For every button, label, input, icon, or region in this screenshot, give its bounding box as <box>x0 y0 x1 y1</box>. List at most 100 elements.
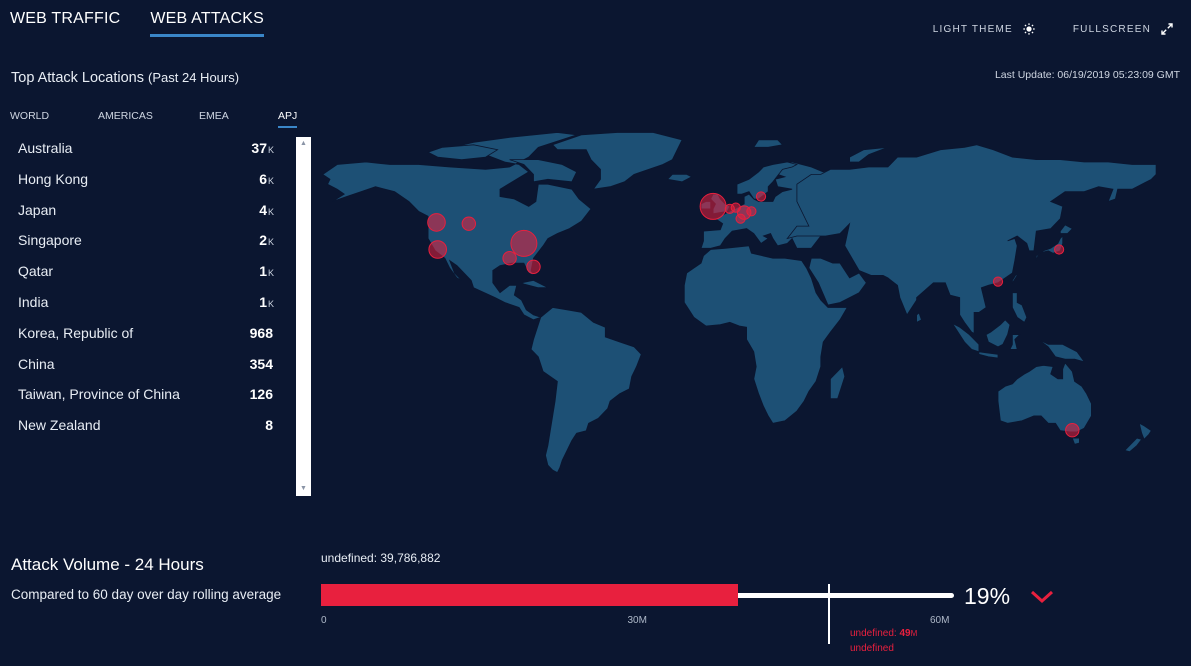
location-count-value: 37 <box>251 140 267 156</box>
attack-marker[interactable] <box>1054 244 1065 255</box>
land-borneo <box>985 319 1011 348</box>
location-row[interactable]: New Zealand 8 <box>18 417 274 448</box>
location-row[interactable]: Singapore 2K <box>18 232 274 263</box>
location-name: Hong Kong <box>18 170 89 187</box>
fullscreen-button[interactable]: FULLSCREEN <box>1073 23 1173 35</box>
last-update: Last Update: 06/19/2019 05:23:09 GMT <box>994 69 1180 81</box>
location-row[interactable]: Korea, Republic of 968 <box>18 325 274 356</box>
land-baffin <box>509 159 578 183</box>
location-name: New Zealand <box>18 417 101 434</box>
location-count-unit: K <box>267 175 274 186</box>
attack-marker[interactable] <box>502 251 517 266</box>
land-cuba <box>520 279 549 289</box>
tab-web-traffic[interactable]: WEB TRAFFIC <box>10 10 121 27</box>
location-count: 1K <box>259 263 274 279</box>
location-row[interactable]: China 354 <box>18 356 274 387</box>
land-africa <box>683 245 848 424</box>
location-row[interactable]: Hong Kong 6K <box>18 171 274 202</box>
location-count-value: 4 <box>259 201 267 218</box>
average-value: 49 <box>899 628 911 639</box>
land-asia <box>786 144 1157 334</box>
chevron-down-icon <box>1030 590 1054 604</box>
attack-marker[interactable] <box>427 213 446 232</box>
land-sri-lanka <box>916 312 922 323</box>
attack-marker[interactable] <box>1065 423 1080 438</box>
region-tab-world[interactable]: WORLD <box>10 110 50 122</box>
attack-marker[interactable] <box>699 192 727 220</box>
location-count-value: 1 <box>259 293 267 310</box>
region-tab-americas[interactable]: AMERICAS <box>98 110 153 122</box>
tab-web-attacks[interactable]: WEB ATTACKS <box>150 10 264 37</box>
axis-tick-0: 0 <box>321 615 327 626</box>
location-row[interactable]: Australia 37K <box>18 140 274 171</box>
location-count-value: 968 <box>249 324 273 341</box>
location-count: 354 <box>250 356 274 372</box>
location-name: Korea, Republic of <box>18 324 134 341</box>
land-south-america <box>530 307 642 474</box>
expand-icon <box>1161 23 1173 35</box>
location-count-unit: K <box>267 145 274 155</box>
attack-marker[interactable] <box>746 206 757 217</box>
location-count: 4K <box>259 202 274 218</box>
world-map[interactable] <box>318 130 1180 480</box>
location-name: Taiwan, Province of China <box>18 386 180 403</box>
attack-volume-title: Attack Volume - 24 Hours <box>11 555 204 574</box>
scroll-down-icon[interactable]: ▼ <box>300 485 307 492</box>
attack-marker[interactable] <box>755 191 767 202</box>
attack-marker[interactable] <box>735 213 746 224</box>
location-name: India <box>18 293 49 310</box>
land-arctic-islands <box>427 144 499 161</box>
land-australia <box>997 362 1092 433</box>
location-count-value: 8 <box>265 417 273 434</box>
location-count-value: 354 <box>249 355 273 372</box>
list-scrollbar[interactable]: ▲ ▼ <box>296 137 311 496</box>
location-count: 2K <box>259 232 274 248</box>
location-row[interactable]: Qatar 1K <box>18 263 274 294</box>
land-svalbard <box>753 139 784 148</box>
land-new-guinea <box>1038 339 1086 363</box>
average-line2: undefined <box>850 643 894 654</box>
attack-marker[interactable] <box>510 229 538 257</box>
land-greenland <box>551 132 683 190</box>
change-percent: 19% <box>964 583 1011 609</box>
land-sumatra <box>951 322 980 353</box>
location-count-unit: K <box>267 268 274 279</box>
current-volume-label: undefined: 39,786,882 <box>321 551 441 565</box>
sun-icon <box>1023 23 1035 35</box>
location-row[interactable]: Japan 4K <box>18 202 274 233</box>
land-arabia <box>808 257 867 306</box>
land-novaya-zemlya <box>849 146 889 163</box>
scroll-up-icon[interactable]: ▲ <box>300 140 307 147</box>
attack-marker[interactable] <box>526 259 541 275</box>
location-count: 126 <box>250 386 274 402</box>
attack-marker[interactable] <box>428 240 447 259</box>
light-theme-toggle[interactable]: LIGHT THEME <box>933 23 1035 35</box>
region-tab-emea[interactable]: EMEA <box>199 110 229 122</box>
attack-marker[interactable] <box>461 216 477 231</box>
land-sulawesi <box>1009 334 1021 350</box>
location-list: Australia 37K Hong Kong 6K Japan 4K Singapore 2… <box>18 140 274 448</box>
land-new-zealand-south <box>1124 437 1143 453</box>
section-subtitle: (Past 24 Hours) <box>148 70 240 85</box>
average-note: undefined: 49M undefined <box>850 626 917 656</box>
location-row[interactable]: Taiwan, Province of China 126 <box>18 386 274 417</box>
location-count: 6K <box>259 171 274 187</box>
attack-volume-subtitle: Compared to 60 day over day rolling aver… <box>11 587 282 602</box>
section-title-text: Top Attack Locations <box>11 70 144 86</box>
land-madagascar <box>830 365 846 400</box>
average-unit: M <box>910 629 918 638</box>
location-count: 1K <box>259 294 274 310</box>
location-count-value: 2 <box>259 232 267 249</box>
light-theme-label: LIGHT THEME <box>932 23 1013 35</box>
location-name: Qatar <box>18 263 54 280</box>
location-name: Australia <box>18 140 73 156</box>
land-iceland <box>666 174 693 183</box>
region-tab-apj[interactable]: APJ <box>278 110 298 128</box>
attack-marker[interactable] <box>992 276 1004 287</box>
land-hokkaido <box>1059 224 1073 234</box>
location-count-value: 6 <box>259 170 267 187</box>
location-row[interactable]: India 1K <box>18 294 274 325</box>
average-prefix: undefined: <box>850 628 900 639</box>
location-name: Singapore <box>18 232 82 249</box>
land-philippines <box>1012 292 1028 323</box>
